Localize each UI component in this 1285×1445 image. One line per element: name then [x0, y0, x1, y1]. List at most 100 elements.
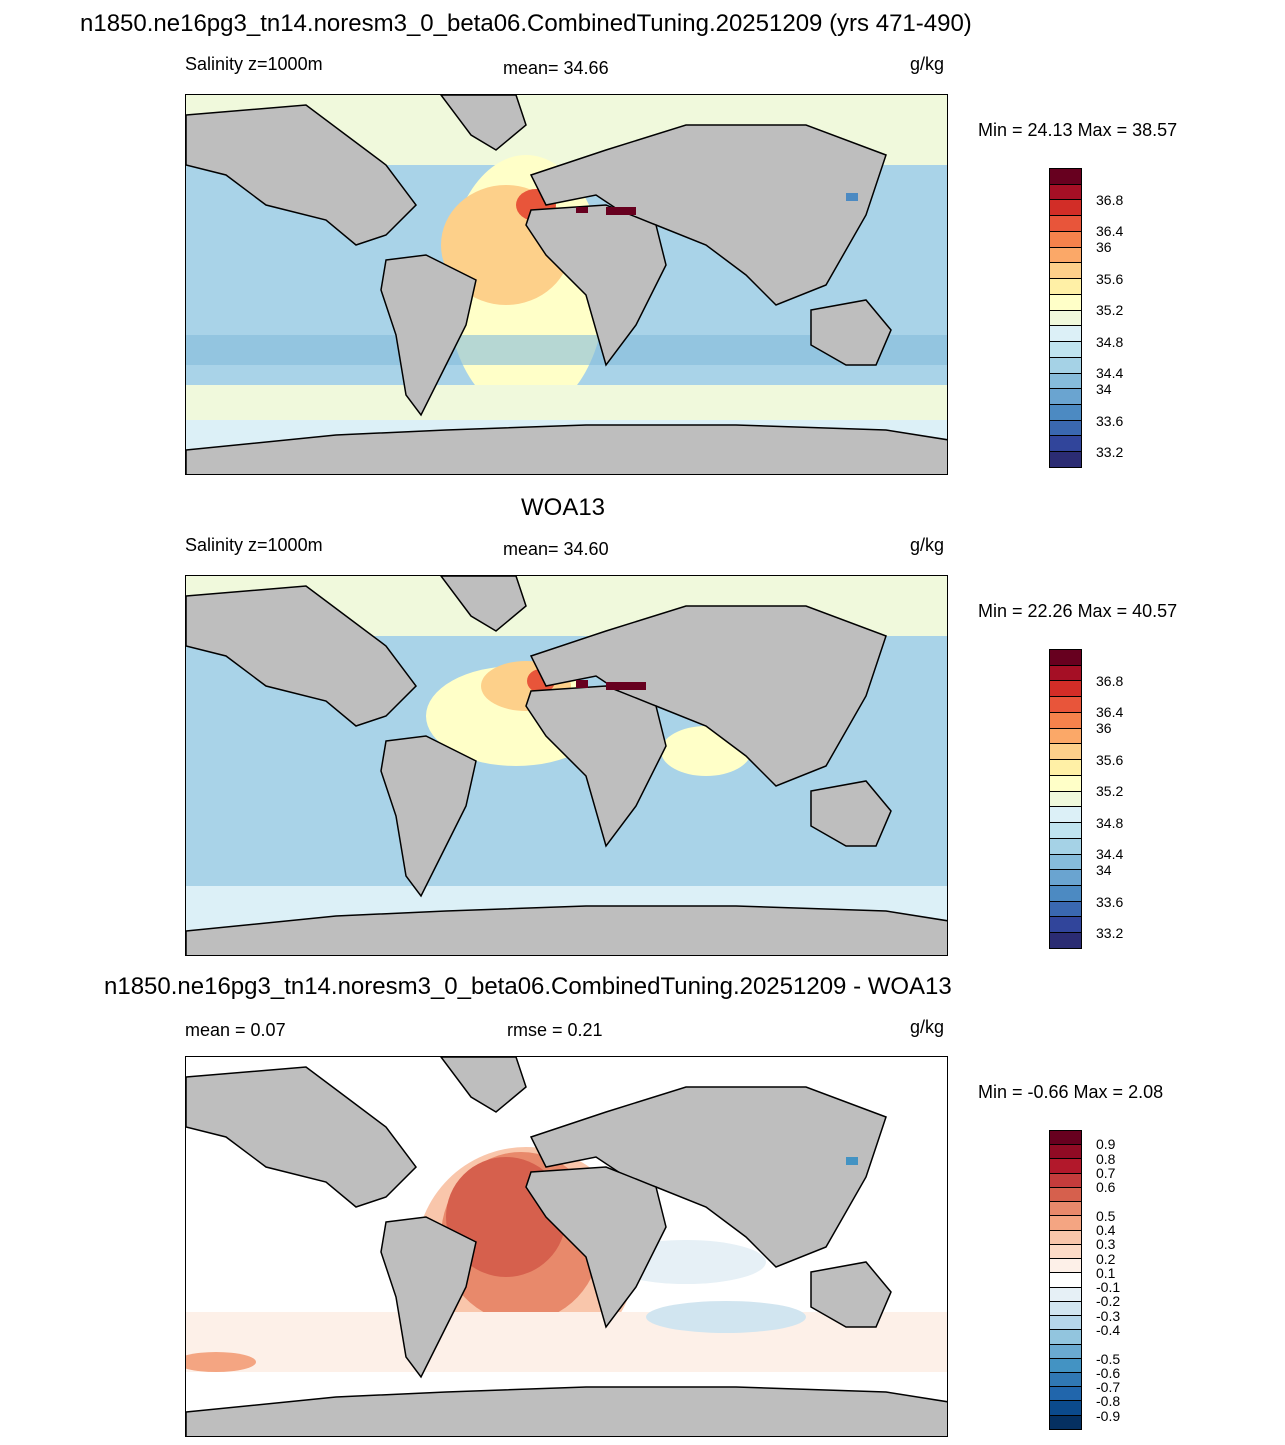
colorbar-swatch	[1050, 326, 1081, 343]
colorbar-swatch	[1050, 294, 1081, 311]
colorbar-swatch	[1050, 1244, 1081, 1260]
panel1-units-label: g/kg	[910, 54, 945, 74]
colorbar-swatch	[1050, 933, 1081, 948]
colorbar-tick-label: 36.4	[1096, 704, 1124, 721]
colorbar-tick-label: 34.4	[1096, 846, 1124, 863]
colorbar-tick-label: -0.2	[1096, 1293, 1121, 1310]
colorbar-swatch	[1050, 728, 1081, 745]
colorbar-swatch	[1050, 1159, 1081, 1174]
colorbar-swatch	[1050, 1387, 1081, 1402]
panel2-map	[185, 575, 948, 956]
colorbar-tick-label: 36	[1096, 238, 1112, 255]
panel1-title: n1850.ne16pg3_tn14.noresm3_0_beta06.Comb…	[80, 10, 972, 37]
colorbar-tick-label: -0.4	[1096, 1322, 1121, 1338]
colorbar-swatch	[1050, 917, 1081, 934]
colorbar-tick-label: -0.7	[1096, 1379, 1121, 1396]
colorbar-tick-label: 33.6	[1096, 893, 1124, 910]
colorbar-swatch	[1050, 357, 1081, 374]
colorbar-swatch	[1050, 697, 1081, 713]
colorbar-tick-label: 0.2	[1096, 1250, 1116, 1267]
colorbar-tick-label: 0.3	[1096, 1236, 1116, 1253]
panel2-minmax: Min = 22.26 Max = 40.57	[978, 601, 1178, 621]
panel3-rmse-label: rmse = 0.21	[507, 1020, 603, 1040]
colorbar-swatch	[1050, 791, 1081, 808]
colorbar-swatch	[1050, 1316, 1081, 1331]
colorbar-tick-label: 33.2	[1096, 444, 1124, 461]
colorbar-tick-label: 34	[1096, 862, 1112, 879]
colorbar-tick-label: -0.9	[1096, 1407, 1121, 1424]
colorbar-tick-label: 36.4	[1096, 223, 1124, 240]
colorbar-swatch	[1050, 1145, 1081, 1160]
colorbar-swatch	[1050, 373, 1081, 390]
colorbar-tick-label: -0.8	[1096, 1393, 1121, 1410]
colorbar-swatch	[1050, 1401, 1081, 1416]
colorbar-tick-label: 36.8	[1096, 191, 1124, 208]
panel3-colorbar	[1049, 1130, 1082, 1430]
colorbar-tick-label: -0.5	[1096, 1350, 1121, 1367]
colorbar-swatch	[1050, 1330, 1081, 1345]
colorbar-swatch	[1050, 389, 1081, 406]
colorbar-swatch	[1050, 1287, 1081, 1302]
colorbar-swatch	[1050, 310, 1081, 327]
colorbar-swatch	[1050, 1415, 1081, 1429]
colorbar-tick-label: 35.6	[1096, 751, 1124, 768]
colorbar-swatch	[1050, 279, 1081, 295]
colorbar-tick-label: 34	[1096, 381, 1112, 398]
colorbar-tick-label: 36	[1096, 719, 1112, 736]
colorbar-swatch	[1050, 231, 1081, 248]
colorbar-swatch	[1050, 247, 1081, 264]
colorbar-swatch	[1050, 1344, 1081, 1359]
panel3-minmax: Min = -0.66 Max = 2.08	[978, 1082, 1164, 1102]
colorbar-swatch	[1050, 1202, 1081, 1217]
panel3-units-label: g/kg	[910, 1017, 945, 1037]
colorbar-swatch	[1050, 1131, 1081, 1146]
colorbar-swatch	[1050, 1372, 1081, 1388]
colorbar-swatch	[1050, 169, 1081, 185]
colorbar-tick-label: -0.3	[1096, 1307, 1121, 1324]
colorbar-swatch	[1050, 681, 1081, 698]
colorbar-swatch	[1050, 823, 1081, 839]
colorbar-swatch	[1050, 200, 1081, 217]
colorbar-swatch	[1050, 420, 1081, 437]
panel2-title: WOA13	[521, 494, 606, 521]
colorbar-swatch	[1050, 1358, 1081, 1373]
colorbar-swatch	[1050, 760, 1081, 776]
colorbar-swatch	[1050, 854, 1081, 871]
colorbar-swatch	[1050, 1259, 1081, 1274]
colorbar-tick-label: -0.6	[1096, 1364, 1121, 1381]
colorbar-swatch	[1050, 184, 1081, 201]
colorbar-swatch	[1050, 650, 1081, 666]
panel2-mean-label: mean= 34.60	[503, 539, 609, 559]
colorbar-swatch	[1050, 1301, 1081, 1317]
colorbar-swatch	[1050, 452, 1081, 467]
colorbar-tick-label: 0.6	[1096, 1179, 1116, 1196]
colorbar-swatch	[1050, 838, 1081, 855]
colorbar-swatch	[1050, 1187, 1081, 1203]
colorbar-swatch	[1050, 263, 1081, 280]
colorbar-tick-label: 0.5	[1096, 1207, 1116, 1224]
colorbar-swatch	[1050, 1173, 1081, 1188]
colorbar-swatch	[1050, 1216, 1081, 1231]
colorbar-tick-label: 0.9	[1096, 1136, 1116, 1153]
colorbar-tick-label: 0.1	[1096, 1264, 1116, 1281]
panel3-title: n1850.ne16pg3_tn14.noresm3_0_beta06.Comb…	[104, 973, 952, 1000]
panel3-map	[185, 1056, 948, 1437]
colorbar-swatch	[1050, 807, 1081, 824]
panel1-minmax: Min = 24.13 Max = 38.57	[978, 120, 1178, 140]
colorbar-swatch	[1050, 1273, 1081, 1288]
panel1-colorbar	[1049, 168, 1082, 468]
panel2-variable-label: Salinity z=1000m	[185, 535, 323, 555]
colorbar-tick-label: 36.8	[1096, 672, 1124, 689]
colorbar-swatch	[1050, 901, 1081, 918]
panel1-map	[185, 94, 948, 475]
colorbar-swatch	[1050, 665, 1081, 682]
colorbar-swatch	[1050, 405, 1081, 421]
colorbar-tick-label: 34.4	[1096, 365, 1124, 382]
colorbar-tick-label: 34.8	[1096, 333, 1124, 350]
panel1-variable-label: Salinity z=1000m	[185, 54, 323, 74]
colorbar-tick-label: 0.8	[1096, 1150, 1116, 1167]
colorbar-tick-label: -0.1	[1096, 1279, 1121, 1296]
colorbar-tick-label: 35.2	[1096, 783, 1124, 800]
panel1-mean-label: mean= 34.66	[503, 58, 609, 78]
colorbar-tick-label: 34.8	[1096, 814, 1124, 831]
